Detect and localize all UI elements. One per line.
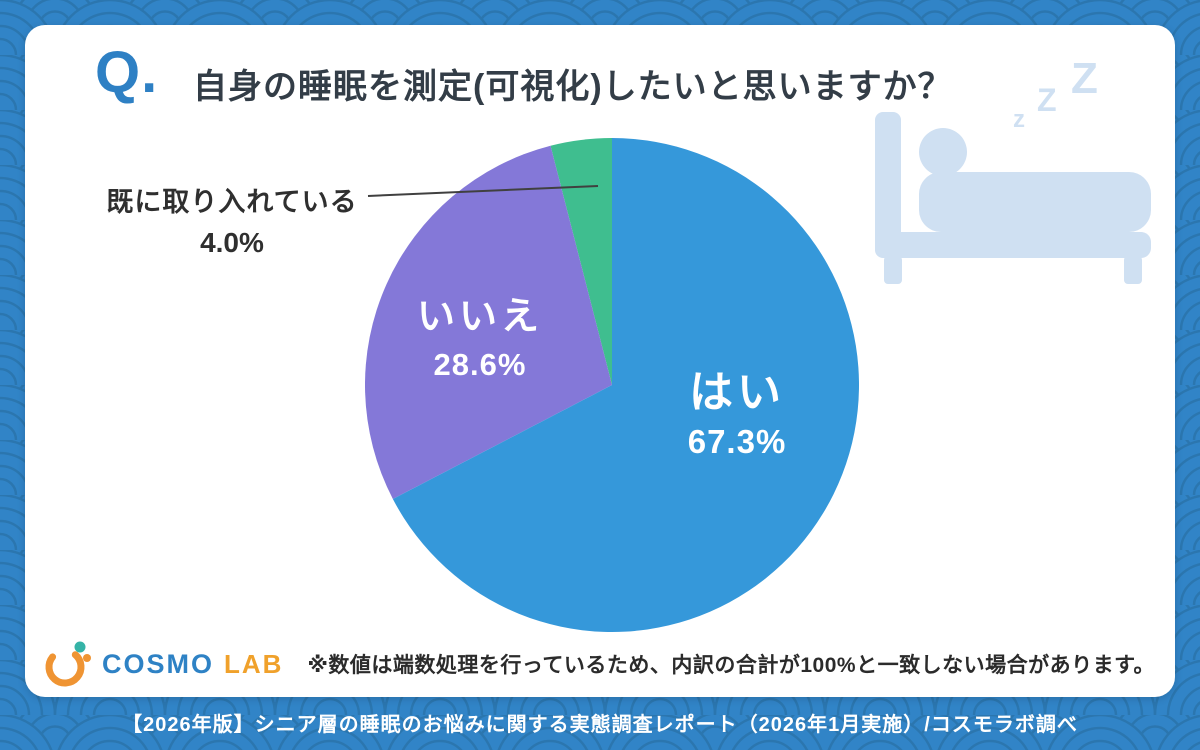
zzz-text-small: z [1013,106,1025,133]
pie-label-no-percent: 28.6% [433,346,527,382]
pie-slice-0 [392,138,859,632]
bed-leg-left [884,256,902,284]
zzz-text-large: Z [1071,54,1098,103]
logo-text-cosmo: COSMO [102,648,215,679]
cosmo-lab-logo: COSMO LAB [40,637,283,691]
bed-headboard [875,112,901,258]
leader-line [367,185,599,197]
logo-swirl-icon [45,641,91,687]
zzz-text-medium: Z [1037,82,1057,118]
bed-base [875,232,1151,258]
page-title: 自身の睡眠を測定(可視化)したいと思いますか？ [193,68,953,106]
logo-text-lab: LAB [224,648,284,679]
logo-text: COSMO LAB [102,649,283,680]
pie-slice-2 [550,138,612,385]
footer-caption: 【2026年版】シニア層の睡眠のお悩みに関する実態調査レポート（2026年1月実… [122,714,1078,736]
person-head [919,128,967,176]
pie-label-yes: はい 67.3% [687,368,787,461]
pie-label-no: いいえ 28.6% [416,296,544,382]
bed-leg-right [1124,256,1142,284]
pie-chart [364,138,859,632]
pie-label-no-text: いいえ [416,296,544,338]
person-body [919,172,1151,232]
rounding-note: ※数値は端数処理を行っているため、内訳の合計が100%と一致しない場合があります… [307,654,1155,677]
pie-label-yes-text: はい [688,368,785,417]
pie-label-already: 既に取り入れている 4.0% [67,180,397,259]
pie-label-already-text: 既に取り入れている [106,187,358,217]
sleeping-person-icon: Z Z z [875,54,1151,284]
question-mark-label: Q. [95,40,159,105]
content-card: Q. 自身の睡眠を測定(可視化)したいと思いますか？ Z Z z はい 67.3… [25,25,1175,697]
pie-label-yes-percent: 67.3% [687,423,787,461]
pie-slice-1 [364,145,612,499]
pie-label-already-percent: 4.0% [200,227,264,258]
